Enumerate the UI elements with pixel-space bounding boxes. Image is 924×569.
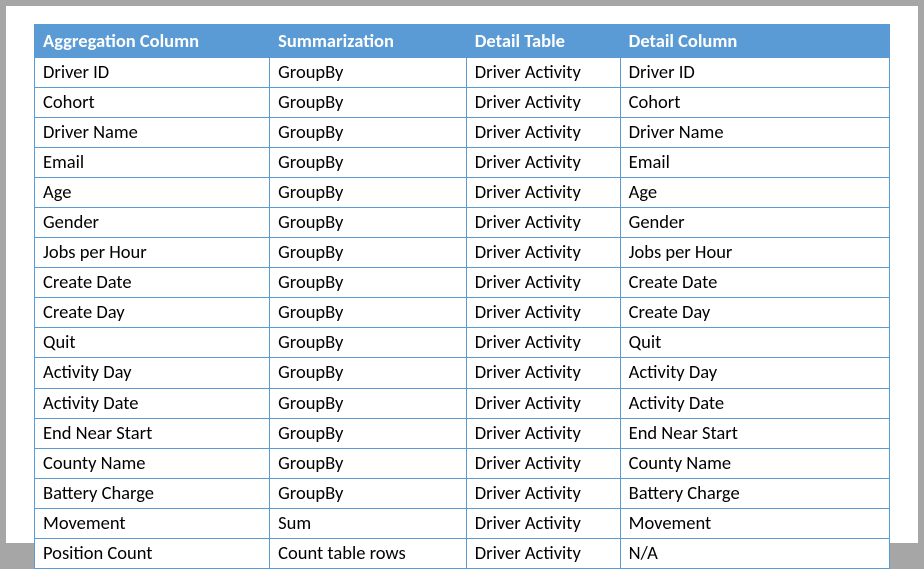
table-cell: Battery Charge bbox=[620, 478, 889, 508]
table-cell: GroupBy bbox=[270, 328, 467, 358]
table-cell: Driver Activity bbox=[466, 178, 620, 208]
table-row: Jobs per HourGroupByDriver ActivityJobs … bbox=[35, 238, 890, 268]
table-cell: Quit bbox=[620, 328, 889, 358]
table-cell: Jobs per Hour bbox=[620, 238, 889, 268]
table-cell: Create Date bbox=[35, 268, 270, 298]
table-cell: Driver Activity bbox=[466, 448, 620, 478]
table-cell: Driver ID bbox=[620, 58, 889, 88]
table-cell: Driver Activity bbox=[466, 268, 620, 298]
table-cell: Driver Activity bbox=[466, 358, 620, 388]
table-cell: GroupBy bbox=[270, 418, 467, 448]
table-cell: Gender bbox=[35, 208, 270, 238]
table-cell: Activity Day bbox=[620, 358, 889, 388]
table-cell: Driver Activity bbox=[466, 88, 620, 118]
table-cell: Gender bbox=[620, 208, 889, 238]
table-cell: Position Count bbox=[35, 538, 270, 568]
table-cell: Driver Activity bbox=[466, 418, 620, 448]
table-row: QuitGroupByDriver ActivityQuit bbox=[35, 328, 890, 358]
table-cell: Driver Activity bbox=[466, 508, 620, 538]
table-row: County NameGroupByDriver ActivityCounty … bbox=[35, 448, 890, 478]
table-cell: Movement bbox=[620, 508, 889, 538]
table-cell: GroupBy bbox=[270, 88, 467, 118]
table-row: Activity DateGroupByDriver ActivityActiv… bbox=[35, 388, 890, 418]
table-cell: Driver Name bbox=[35, 118, 270, 148]
table-cell: GroupBy bbox=[270, 238, 467, 268]
table-cell: Sum bbox=[270, 508, 467, 538]
table-cell: Driver Activity bbox=[466, 538, 620, 568]
table-cell: Activity Day bbox=[35, 358, 270, 388]
table-cell: Create Day bbox=[620, 298, 889, 328]
table-cell: GroupBy bbox=[270, 118, 467, 148]
table-cell: Jobs per Hour bbox=[35, 238, 270, 268]
table-cell: GroupBy bbox=[270, 58, 467, 88]
table-cell: Driver Activity bbox=[466, 208, 620, 238]
table-row: Create DayGroupByDriver ActivityCreate D… bbox=[35, 298, 890, 328]
table-row: Create DateGroupByDriver ActivityCreate … bbox=[35, 268, 890, 298]
table-cell: Count table rows bbox=[270, 538, 467, 568]
table-row: Activity DayGroupByDriver ActivityActivi… bbox=[35, 358, 890, 388]
table-cell: GroupBy bbox=[270, 448, 467, 478]
table-cell: GroupBy bbox=[270, 478, 467, 508]
table-cell: Cohort bbox=[620, 88, 889, 118]
table-cell: Cohort bbox=[35, 88, 270, 118]
table-cell: Driver Activity bbox=[466, 118, 620, 148]
col-header-summarization: Summarization bbox=[270, 25, 467, 58]
table-cell: GroupBy bbox=[270, 178, 467, 208]
table-cell: End Near Start bbox=[620, 418, 889, 448]
table-row: Position CountCount table rowsDriver Act… bbox=[35, 538, 890, 568]
table-row: MovementSumDriver ActivityMovement bbox=[35, 508, 890, 538]
table-container: Aggregation Column Summarization Detail … bbox=[6, 6, 918, 543]
table-cell: Driver Activity bbox=[466, 298, 620, 328]
table-cell: GroupBy bbox=[270, 268, 467, 298]
table-cell: Movement bbox=[35, 508, 270, 538]
table-cell: GroupBy bbox=[270, 298, 467, 328]
table-cell: N/A bbox=[620, 538, 889, 568]
table-cell: Activity Date bbox=[35, 388, 270, 418]
table-cell: County Name bbox=[620, 448, 889, 478]
table-cell: Email bbox=[35, 148, 270, 178]
table-row: EmailGroupByDriver ActivityEmail bbox=[35, 148, 890, 178]
table-cell: GroupBy bbox=[270, 148, 467, 178]
table-cell: Driver Name bbox=[620, 118, 889, 148]
table-cell: County Name bbox=[35, 448, 270, 478]
table-cell: Driver Activity bbox=[466, 478, 620, 508]
col-header-detail-table: Detail Table bbox=[466, 25, 620, 58]
aggregation-table: Aggregation Column Summarization Detail … bbox=[34, 24, 890, 569]
table-cell: Age bbox=[620, 178, 889, 208]
table-row: End Near StartGroupByDriver ActivityEnd … bbox=[35, 418, 890, 448]
table-row: Driver IDGroupByDriver ActivityDriver ID bbox=[35, 58, 890, 88]
table-cell: Driver Activity bbox=[466, 328, 620, 358]
table-cell: Create Day bbox=[35, 298, 270, 328]
col-header-detail-column: Detail Column bbox=[620, 25, 889, 58]
table-cell: GroupBy bbox=[270, 208, 467, 238]
table-row: GenderGroupByDriver ActivityGender bbox=[35, 208, 890, 238]
table-cell: GroupBy bbox=[270, 388, 467, 418]
table-cell: Driver Activity bbox=[466, 58, 620, 88]
table-cell: Activity Date bbox=[620, 388, 889, 418]
table-cell: Quit bbox=[35, 328, 270, 358]
col-header-aggregation: Aggregation Column bbox=[35, 25, 270, 58]
table-row: CohortGroupByDriver ActivityCohort bbox=[35, 88, 890, 118]
table-cell: Driver Activity bbox=[466, 388, 620, 418]
table-cell: GroupBy bbox=[270, 358, 467, 388]
table-cell: Driver ID bbox=[35, 58, 270, 88]
table-cell: Battery Charge bbox=[35, 478, 270, 508]
table-row: Battery ChargeGroupByDriver ActivityBatt… bbox=[35, 478, 890, 508]
table-cell: End Near Start bbox=[35, 418, 270, 448]
table-cell: Create Date bbox=[620, 268, 889, 298]
table-cell: Driver Activity bbox=[466, 238, 620, 268]
table-cell: Age bbox=[35, 178, 270, 208]
table-header-row: Aggregation Column Summarization Detail … bbox=[35, 25, 890, 58]
table-cell: Driver Activity bbox=[466, 148, 620, 178]
table-row: Driver NameGroupByDriver ActivityDriver … bbox=[35, 118, 890, 148]
table-cell: Email bbox=[620, 148, 889, 178]
table-row: AgeGroupByDriver ActivityAge bbox=[35, 178, 890, 208]
